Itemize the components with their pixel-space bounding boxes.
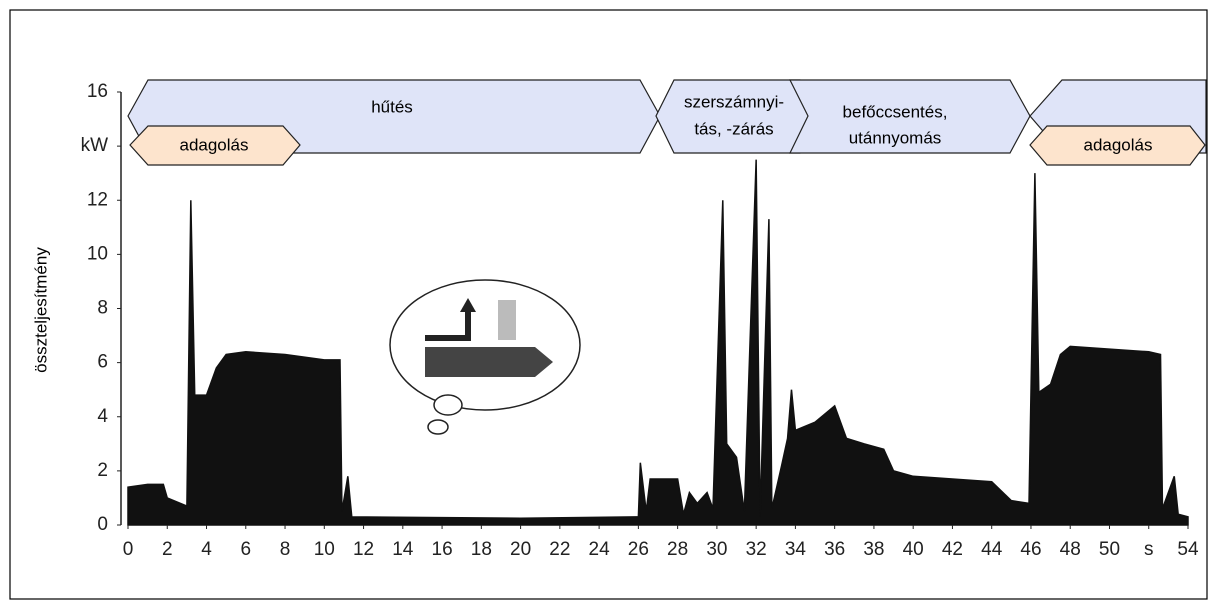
y-tick-label: 0 — [97, 514, 108, 535]
phase-arrow — [655, 79, 819, 154]
x-tick-label: 48 — [1060, 539, 1081, 560]
x-tick-label: 2 — [162, 539, 173, 560]
x-tick-label: 0 — [123, 539, 134, 560]
x-tick-label: s — [1144, 539, 1154, 560]
x-tick-label: 50 — [1099, 539, 1120, 560]
y-tick-label: 6 — [97, 352, 108, 373]
x-tick-label: 54 — [1177, 539, 1199, 560]
x-tick-label: 12 — [353, 539, 374, 560]
x-tick-label: 16 — [432, 539, 453, 560]
x-tick-label: 34 — [785, 539, 807, 560]
x-tick-label: 28 — [667, 539, 688, 560]
x-tick-label: 24 — [589, 539, 611, 560]
x-tick-label: 32 — [746, 539, 767, 560]
y-tick-label: 16 — [87, 81, 108, 102]
x-tick-label: 46 — [1020, 539, 1041, 560]
x-tick-label: 18 — [471, 539, 492, 560]
annotation: hűtés — [371, 97, 413, 116]
x-tick-label: 8 — [280, 539, 291, 560]
x-tick-label: 6 — [240, 539, 251, 560]
annotation: befőccsentés, — [843, 102, 948, 121]
x-tick-label: 40 — [903, 539, 924, 560]
y-tick-label: 4 — [97, 406, 108, 427]
x-tick-label: 36 — [824, 539, 845, 560]
annotation: adagolás — [179, 135, 248, 154]
phase-arrow — [1029, 125, 1206, 166]
y-tick-label: 12 — [87, 189, 108, 210]
y-tick-label: 10 — [87, 243, 108, 264]
x-tick-label: 14 — [392, 539, 414, 560]
x-tick-label: 20 — [510, 539, 531, 560]
x-tick-label: 26 — [628, 539, 649, 560]
phase-arrow — [789, 79, 1031, 154]
x-tick-label: 30 — [706, 539, 727, 560]
power-area — [127, 159, 1189, 526]
x-tick-label: 42 — [942, 539, 963, 560]
annotation: adagolás — [1083, 135, 1152, 154]
annotation: tás, -zárás — [694, 119, 773, 138]
y-tick-label: 8 — [97, 298, 108, 319]
y-tick-label: 2 — [97, 460, 108, 481]
x-tick-label: 10 — [314, 539, 335, 560]
annotation: utánnyomás — [849, 128, 942, 147]
x-tick-label: 4 — [201, 539, 212, 560]
y-tick-label: kW — [81, 135, 109, 156]
x-tick-label: 22 — [549, 539, 570, 560]
annotation: szerszámnyi- — [684, 92, 784, 111]
x-tick-label: 38 — [863, 539, 884, 560]
x-tick-label: 44 — [981, 539, 1003, 560]
thought-icon — [389, 279, 581, 435]
phase-arrow — [129, 125, 301, 166]
y-axis-label: összteljesítmény — [31, 247, 50, 373]
